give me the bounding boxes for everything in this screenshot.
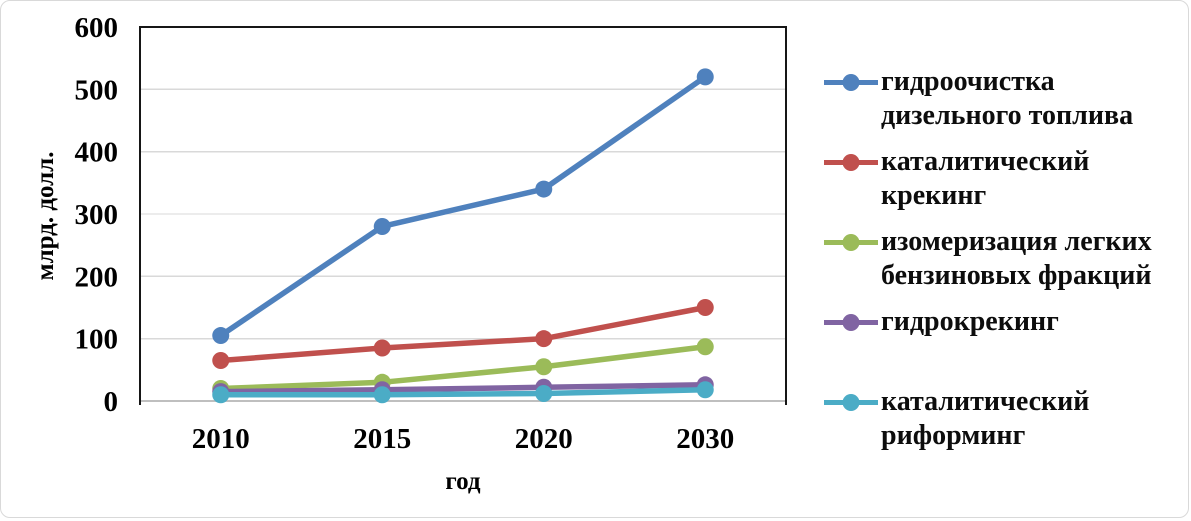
series-line xyxy=(218,382,708,395)
legend-label: каталитический риформинг xyxy=(881,386,1090,451)
data-point-marker xyxy=(535,385,553,403)
series-line xyxy=(218,387,708,398)
legend-label: каталитический крекинг xyxy=(881,146,1090,211)
y-axis-title: млрд. долл. xyxy=(32,151,59,281)
y-tick-label: 500 xyxy=(75,74,119,106)
y-tick-label: 400 xyxy=(75,137,119,169)
y-tick-label: 300 xyxy=(75,199,119,231)
x-tick-label: 2030 xyxy=(676,423,734,455)
x-tick-label: 2020 xyxy=(515,423,573,455)
data-point-marker xyxy=(696,299,714,316)
legend-item: гидрокрекинг xyxy=(823,305,1189,385)
legend-item: каталитический риформинг xyxy=(823,385,1189,465)
data-point-marker xyxy=(535,330,553,348)
legend-swatch-line-marker xyxy=(824,74,878,91)
y-tick-label: 600 xyxy=(75,12,119,44)
series-line xyxy=(218,74,708,339)
legend-label: изомеризация легких бензиновых фракций xyxy=(881,226,1152,291)
data-point-marker xyxy=(535,180,553,198)
y-tick-label: 200 xyxy=(75,261,119,293)
y-tick-label: 100 xyxy=(75,324,119,356)
data-point-marker xyxy=(535,358,553,376)
legend-swatch-line-marker xyxy=(824,394,878,411)
data-point-marker xyxy=(696,68,714,86)
data-point-marker xyxy=(373,339,391,357)
data-point-marker xyxy=(212,386,230,404)
data-point-marker xyxy=(696,381,714,399)
series-line xyxy=(218,344,708,392)
legend-swatch-line-marker xyxy=(824,314,878,331)
legend-item: гидроочистка дизельного топлива xyxy=(823,65,1189,145)
line-chart-plot: 0 100 200 300 400 500 600 2010 2015 2020 2030 xyxy=(75,12,787,455)
x-tick-label: 2010 xyxy=(192,423,250,455)
legend-item: каталитический крекинг xyxy=(823,145,1189,225)
data-point-marker xyxy=(696,338,714,356)
legend-label: гидроочистка дизельного топлива xyxy=(881,66,1134,131)
legend-swatch-line-marker xyxy=(824,154,878,171)
data-point-marker xyxy=(373,386,391,404)
legend-item: изомеризация легких бензиновых фракций xyxy=(823,225,1189,305)
y-tick-label: 0 xyxy=(104,386,119,418)
legend-label: гидрокрекинг xyxy=(881,306,1059,337)
x-axis-title: год xyxy=(445,468,481,495)
data-point-marker xyxy=(212,351,230,369)
series-line xyxy=(218,304,708,364)
x-tick-label: 2015 xyxy=(353,423,411,455)
data-point-marker xyxy=(373,217,391,235)
chart-legend: гидроочистка дизельного топлива каталитиче… xyxy=(823,65,1189,465)
legend-swatch-line-marker xyxy=(824,234,878,251)
data-point-marker xyxy=(212,327,230,345)
